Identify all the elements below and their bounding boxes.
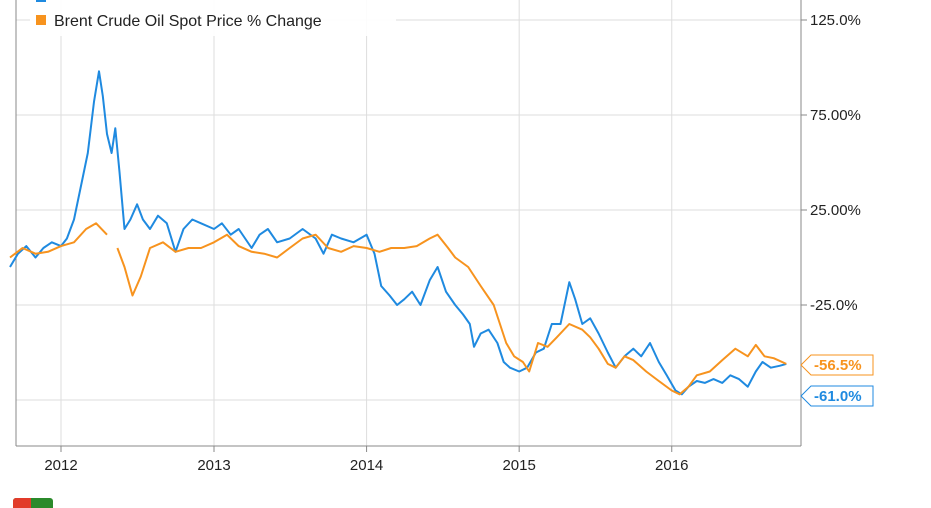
x-tick-label: 2013 [197,457,230,474]
plot-background [16,0,801,446]
x-tick-label: 2015 [502,457,535,474]
y-axis-ticks: 125.0% 75.00% 25.00% -25.0% [801,12,861,314]
end-label-brent: -56.5% [800,354,874,376]
end-label-blue: -61.0% [800,385,874,407]
x-tick-label: 2012 [44,457,77,474]
x-tick-label: 2014 [350,457,383,474]
legend-swatch-orange [36,15,46,25]
series-line-blue [9,70,787,396]
y-tick-label: 25.00% [810,202,861,219]
y-tick-label: 125.0% [810,12,861,29]
svg-text:-56.5%: -56.5% [814,357,862,374]
end-value-labels: -61.0% -56.5% [800,354,874,407]
svg-text:-61.0%: -61.0% [814,388,862,405]
x-axis-ticks: 2012 2013 2014 2015 2016 [44,446,688,474]
series-line-brent [9,222,787,396]
legend-background [30,0,396,36]
y-tick-label: -25.0% [810,297,858,314]
gridlines [16,0,801,446]
x-tick-label: 2016 [655,457,688,474]
legend: Brent Crude Oil Spot Price % Change [30,0,396,36]
legend-swatch-blue [36,0,46,2]
y-tick-label: 75.00% [810,107,861,124]
series-lines [9,70,787,396]
source-logo [13,498,53,508]
legend-label-brent: Brent Crude Oil Spot Price % Change [54,13,322,30]
